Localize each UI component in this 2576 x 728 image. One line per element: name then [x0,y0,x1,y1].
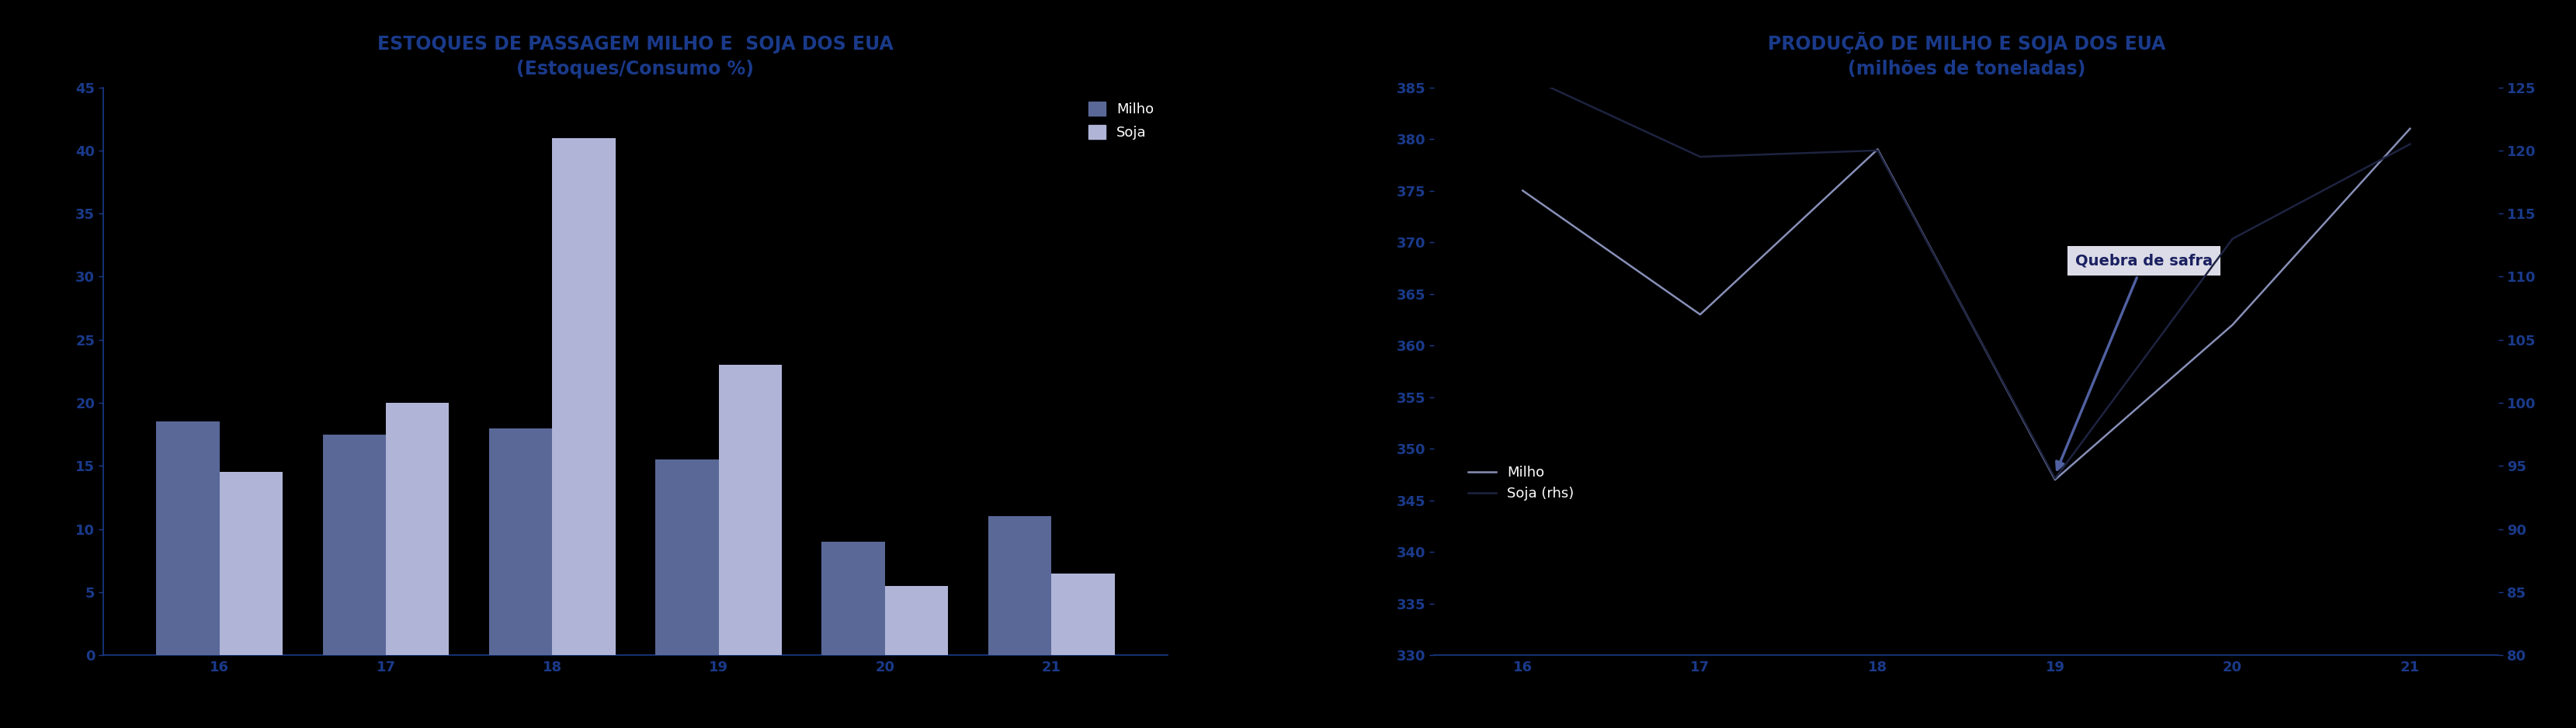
Bar [654,459,719,655]
Legend: Milho, Soja (rhs): Milho, Soja (rhs) [1463,460,1579,506]
Title: PRODUÇÃO DE MILHO E SOJA DOS EUA
(milhões de toneladas): PRODUÇÃO DE MILHO E SOJA DOS EUA (milhõe… [1767,32,2166,79]
Text: Quebra de safra: Quebra de safra [2056,253,2213,470]
Bar [322,435,386,655]
Bar [157,422,219,655]
Legend: Milho, Soja: Milho, Soja [1082,95,1162,147]
Bar [719,365,783,655]
Bar [989,516,1051,655]
Title: ESTOQUES DE PASSAGEM MILHO E  SOJA DOS EUA
(Estoques/Consumo %): ESTOQUES DE PASSAGEM MILHO E SOJA DOS EU… [376,35,894,79]
Bar [386,403,448,655]
Bar [219,472,283,655]
Bar [886,586,948,655]
Bar [489,428,551,655]
Bar [822,542,886,655]
Bar [551,138,616,655]
Bar [1051,573,1115,655]
